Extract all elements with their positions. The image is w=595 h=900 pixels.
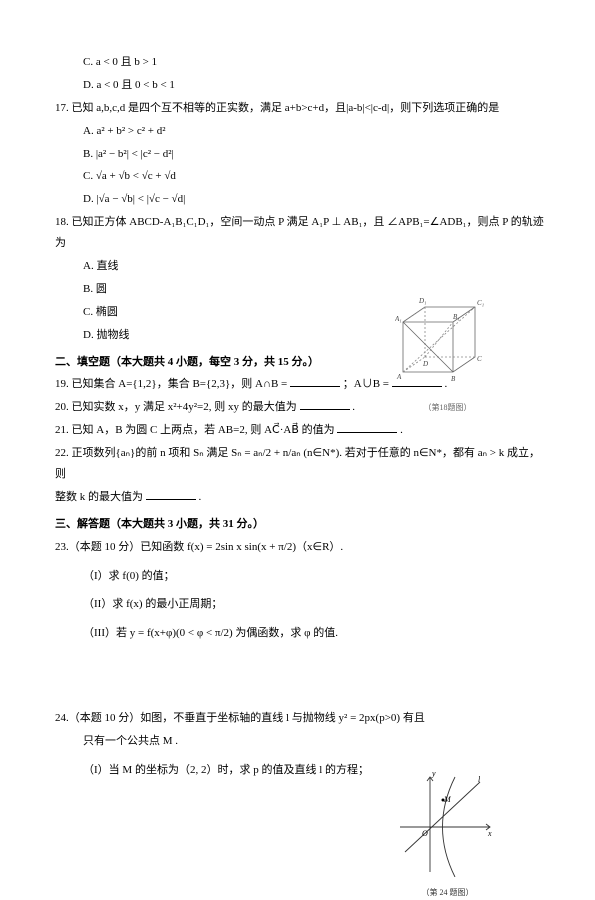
q22-line2-pre: 整数 k 的最大值为 [55, 491, 143, 503]
q17-stem: 17. 已知 a,b,c,d 是四个互不相等的正实数，满足 a+b>c+d，且|… [55, 98, 550, 119]
svg-text:x: x [487, 829, 492, 838]
page-container: C. a < 0 且 b > 1 D. a < 0 且 0 < b < 1 17… [55, 52, 550, 781]
svg-text:D₁: D₁ [418, 297, 427, 305]
q24-stem: 24.（本题 10 分）如图，不垂直于坐标轴的直线 l 与抛物线 y² = 2p… [55, 708, 550, 729]
svg-text:A: A [396, 373, 402, 381]
q22-blank[interactable] [146, 487, 196, 500]
q20-end: . [352, 401, 355, 413]
q20-pre: 20. 已知实数 x，y 满足 x²+4y²=2, 则 xy 的最大值为 [55, 401, 297, 413]
svg-text:C₁: C₁ [477, 299, 484, 307]
svg-text:B₁: B₁ [453, 313, 460, 321]
svg-text:B: B [451, 375, 456, 383]
q21-line: 21. 已知 A，B 为圆 C 上两点，若 AB=2, 则 AC⃗·AB⃗ 的值… [55, 420, 550, 441]
parabola-svg: y x O M l [400, 772, 495, 877]
q21-blank[interactable] [337, 420, 397, 433]
q22-end: . [199, 491, 202, 503]
option-d-pre: D. a < 0 且 0 < b < 1 [55, 75, 550, 96]
spacer [55, 646, 550, 706]
q23-p3: （III）若 y = f(x+φ)(0 < φ < π/2) 为偶函数，求 φ … [55, 623, 550, 644]
q17-opt-d: D. |√a − √b| < |√c − √d| [55, 189, 550, 210]
q21-pre: 21. 已知 A，B 为圆 C 上两点，若 AB=2, 则 AC⃗·AB⃗ 的值… [55, 424, 335, 436]
q19-blank1[interactable] [290, 374, 340, 387]
option-c-pre: C. a < 0 且 b > 1 [55, 52, 550, 73]
q18-opt-a: A. 直线 [55, 256, 550, 277]
q23-p2: （II）求 f(x) 的最小正周期； [55, 594, 550, 615]
q23-p1: （I）求 f(0) 的值； [55, 566, 550, 587]
svg-text:y: y [431, 772, 436, 778]
svg-text:A₁: A₁ [395, 315, 402, 323]
q17-opt-c: C. √a + √b < √c + √d [55, 166, 550, 187]
q17-opt-b: B. |a² − b²| < |c² − d²| [55, 144, 550, 165]
cube-svg: A B C D A₁ B₁ C₁ D₁ [395, 287, 500, 392]
q22-line2: 整数 k 的最大值为 . [55, 487, 550, 508]
svg-text:C: C [477, 355, 482, 363]
q17-opt-a: A. a² + b² > c² + d² [55, 121, 550, 142]
q19-mid: ；A∪B = [343, 378, 389, 390]
svg-text:D: D [422, 360, 428, 368]
q18-stem: 18. 已知正方体 ABCD-A₁B₁C₁D₁，空间一动点 P 满足 A₁P ⊥… [55, 212, 550, 254]
parabola-figure: y x O M l （第 24 题图） [400, 772, 495, 877]
q21-end: . [400, 424, 403, 436]
cube-figure: A B C D A₁ B₁ C₁ D₁ （第18题图） [395, 287, 500, 392]
q22-line1: 22. 正项数列{aₙ}的前 n 项和 Sₙ 满足 Sₙ = aₙ/2 + n/… [55, 443, 550, 485]
q20-blank[interactable] [300, 397, 350, 410]
parabola-caption: （第 24 题图） [400, 885, 495, 900]
svg-text:O: O [422, 829, 428, 838]
q23-stem: 23.（本题 10 分）已知函数 f(x) = 2sin x sin(x + π… [55, 537, 550, 558]
section3-title: 三、解答题（本大题共 3 小题，共 31 分。） [55, 514, 550, 535]
svg-text:l: l [478, 775, 481, 784]
q24-stem2: 只有一个公共点 M . [55, 731, 550, 752]
q19-pre: 19. 已知集合 A={1,2}，集合 B={2,3}，则 A∩B = [55, 378, 287, 390]
cube-caption: （第18题图） [395, 400, 500, 415]
